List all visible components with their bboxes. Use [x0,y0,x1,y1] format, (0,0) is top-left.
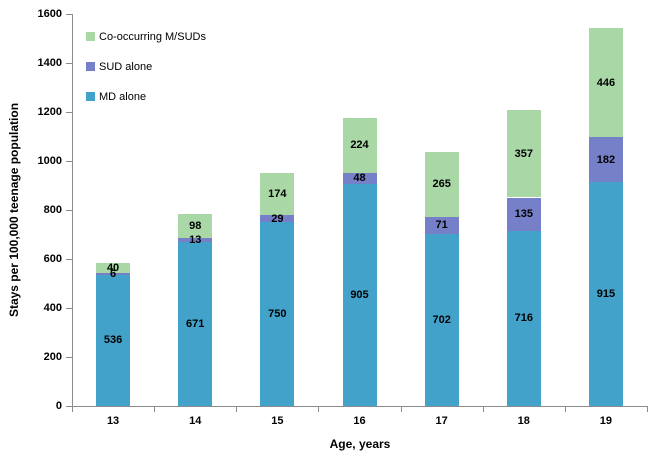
bar-value-label: 702 [432,314,451,326]
bar-segment-md-alone [588,181,623,406]
y-tick-label: 1200 [37,106,62,118]
y-tick-label: 1000 [37,155,62,167]
y-tick-mark [66,406,72,407]
y-axis-line [72,14,73,406]
y-tick-label: 0 [55,400,62,412]
bar-value-label: 905 [350,289,369,302]
legend-item: Co-occurring M/SUDs [86,30,206,43]
bar-value-label: 536 [103,334,123,347]
x-tick-mark [564,407,566,412]
x-axis-line [72,406,648,407]
legend-label: Co-occurring M/SUDs [99,30,206,43]
y-tick-label: 400 [43,302,62,314]
bar-segment-sud-alone [178,238,213,242]
bar-segment-md-alone [506,230,541,406]
x-tick-mark [318,407,320,412]
x-tick-label: 16 [353,415,366,427]
y-tick-label: 200 [43,351,62,363]
bar-value-label: 671 [186,317,205,330]
bar-segment-co-occurring-m-suds [178,214,213,239]
x-tick-mark [154,407,156,412]
bar-segment-sud-alone [96,273,131,275]
bar-value-label: 135 [514,208,533,221]
legend-swatch-icon [86,92,95,101]
bar-value-label: 6 [110,267,117,280]
y-tick-mark [66,357,72,358]
bar-value-label: 98 [189,220,202,233]
legend-item: MD alone [86,90,206,103]
bar-segment-sud-alone [424,216,459,234]
x-tick-label: 19 [599,415,613,427]
bar-segment-co-occurring-m-suds [506,110,541,198]
x-tick-label: 13 [106,415,120,427]
bar-segment-co-occurring-m-suds [96,263,131,274]
bar-value-label: 182 [596,153,616,166]
y-tick-label: 600 [43,253,62,265]
bar-segment-sud-alone [588,137,623,182]
bar-segment-sud-alone [506,197,541,231]
x-tick-label: 17 [435,415,448,427]
legend-label: MD alone [99,90,147,103]
bar-value-label: 357 [514,147,533,160]
bar-value-label: 224 [350,139,369,152]
bar-value-label: 29 [271,212,284,225]
bar-value-label: 71 [435,219,448,232]
bar-value-label: 716 [514,312,533,325]
x-tick-mark [236,407,238,412]
x-tick-mark [482,407,484,412]
x-tick-mark [400,407,402,412]
bar-segment-md-alone [342,184,377,406]
bar-segment-co-occurring-m-suds [588,27,623,138]
legend-swatch-icon [86,62,95,71]
bar-value-label: 265 [432,178,451,191]
y-tick-label: 1600 [37,8,62,20]
bar-value-label: 750 [268,308,287,321]
bar-value-label: 915 [596,287,616,300]
y-tick-mark [66,112,72,113]
y-tick-mark [66,63,72,64]
bar-segment-sud-alone [260,215,295,223]
bar-value-label: 40 [106,262,120,275]
y-tick-mark [66,14,72,15]
y-tick-mark [66,308,72,309]
bar-segment-md-alone [424,234,459,406]
bar-segment-sud-alone [342,172,377,185]
bar-segment-md-alone [260,222,295,406]
y-tick-label: 1400 [37,57,62,69]
legend: Co-occurring M/SUDs SUD alone MD alone [86,30,206,120]
bar-segment-co-occurring-m-suds [260,172,295,216]
y-tick-mark [66,259,72,260]
x-tick-mark [72,407,73,412]
bar-segment-co-occurring-m-suds [424,151,459,217]
bar-value-label: 446 [596,76,616,89]
x-axis-title: Age, years [329,437,391,451]
x-tick-label: 18 [517,415,530,427]
x-tick-mark [647,407,648,412]
bar-value-label: 174 [268,187,287,200]
y-tick-mark [66,161,72,162]
x-tick-label: 15 [271,415,284,427]
bar-value-label: 48 [353,172,366,185]
y-tick-label: 800 [43,204,62,216]
legend-label: SUD alone [99,60,153,73]
legend-item: SUD alone [86,60,206,73]
bar-value-label: 13 [189,234,202,246]
x-tick-label: 14 [189,415,202,427]
y-tick-mark [66,210,72,211]
bar-segment-co-occurring-m-suds [342,117,377,173]
legend-swatch-icon [86,32,95,41]
bar-segment-md-alone [96,274,131,406]
bar-segment-md-alone [178,241,213,406]
